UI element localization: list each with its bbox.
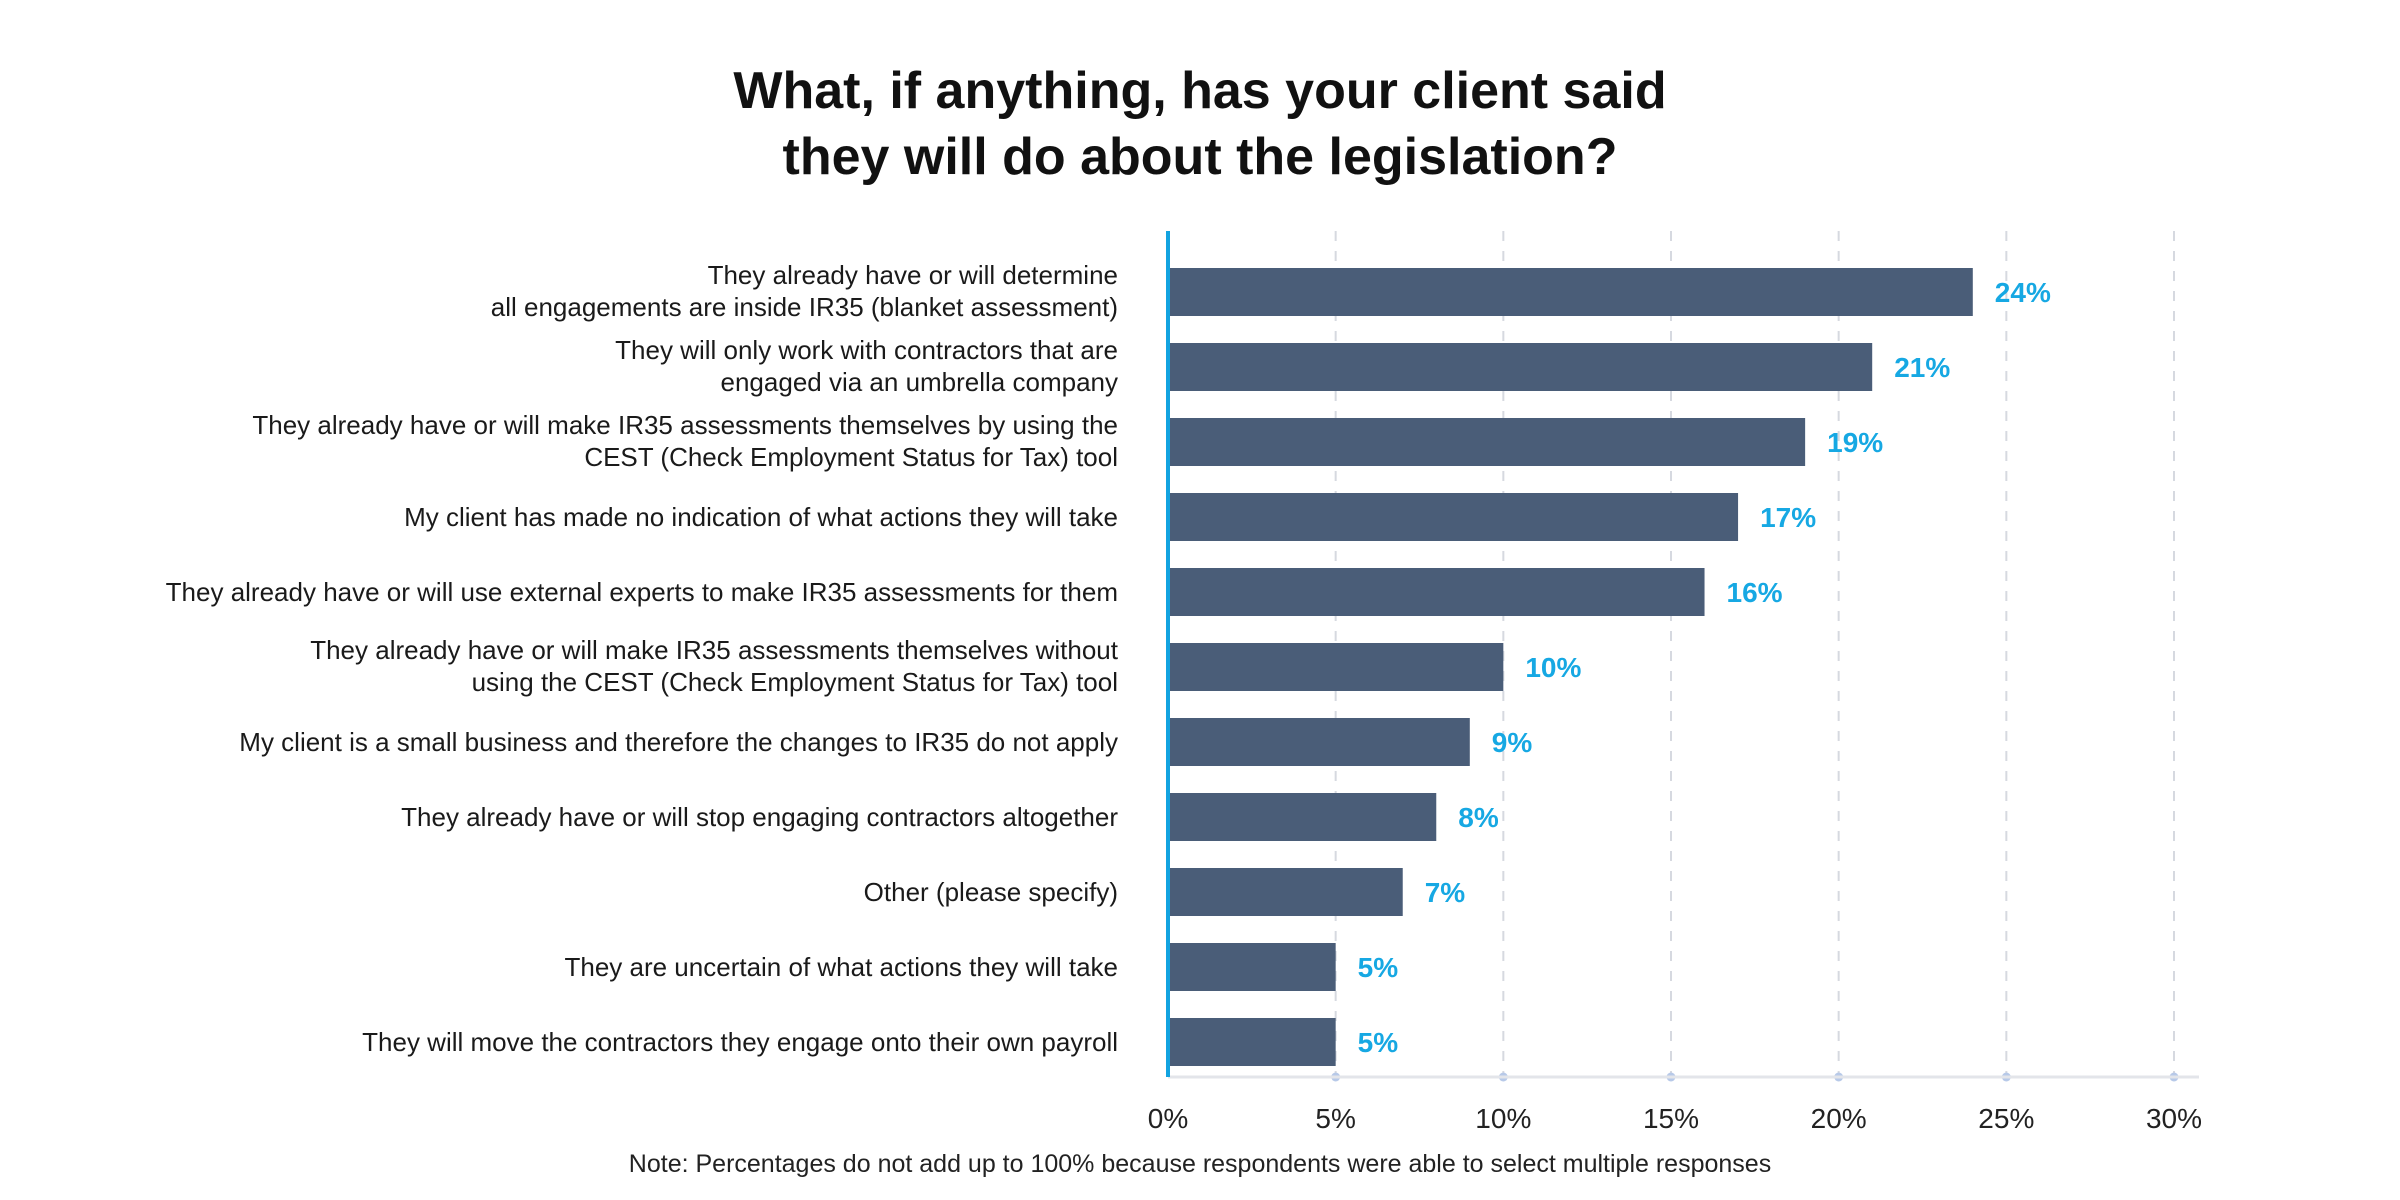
category-label: They already have or will stop engaging … (401, 802, 1118, 832)
chart-title: What, if anything, has your client said … (0, 58, 2400, 190)
x-tick-label: 30% (2146, 1103, 2202, 1134)
category-label: They will move the contractors they enga… (362, 1027, 1118, 1057)
bar (1168, 268, 1973, 316)
bar (1168, 718, 1470, 766)
bar (1168, 418, 1806, 466)
x-tick-label: 15% (1643, 1103, 1699, 1134)
chart-note: Note: Percentages do not add up to 100% … (628, 1150, 1772, 1178)
data-label: 5% (1358, 952, 1399, 983)
data-label: 9% (1492, 727, 1533, 758)
data-label: 16% (1727, 577, 1783, 608)
bar (1168, 493, 1739, 541)
data-label: 19% (1827, 427, 1883, 458)
category-label: using the CEST (Check Employment Status … (472, 667, 1118, 697)
bar (1168, 868, 1403, 916)
bar (1168, 568, 1705, 616)
bar (1168, 343, 1873, 391)
x-tick-label: 0% (1148, 1103, 1188, 1134)
category-label: They already have or will use external e… (166, 577, 1118, 607)
category-label: They will only work with contractors tha… (615, 335, 1118, 365)
bar (1168, 943, 1336, 991)
category-label: CEST (Check Employment Status for Tax) t… (584, 442, 1118, 472)
data-label: 21% (1894, 352, 1950, 383)
title-line-2: they will do about the legislation? (782, 128, 1618, 186)
category-label: all engagements are inside IR35 (blanket… (491, 292, 1118, 322)
data-label: 7% (1425, 877, 1466, 908)
category-label: They already have or will determine (708, 260, 1118, 290)
category-label: engaged via an umbrella company (721, 367, 1118, 397)
category-label: They already have or will make IR35 asse… (252, 410, 1118, 440)
category-label: They already have or will make IR35 asse… (310, 635, 1119, 665)
category-label: My client has made no indication of what… (404, 502, 1118, 532)
x-tick-label: 20% (1811, 1103, 1867, 1134)
x-tick-label: 5% (1315, 1103, 1355, 1134)
bar (1168, 1018, 1336, 1066)
data-label: 8% (1458, 802, 1499, 833)
category-label: Other (please specify) (864, 877, 1118, 907)
title-line-1: What, if anything, has your client said (733, 62, 1667, 120)
category-label: My client is a small business and theref… (239, 727, 1118, 757)
data-label: 10% (1525, 652, 1581, 683)
bar (1168, 793, 1437, 841)
category-label: They are uncertain of what actions they … (564, 952, 1118, 982)
x-tick-label: 25% (1978, 1103, 2034, 1134)
x-tick-label: 10% (1475, 1103, 1531, 1134)
bar (1168, 643, 1504, 691)
data-label: 5% (1358, 1027, 1399, 1058)
data-label: 24% (1995, 277, 2051, 308)
data-label: 17% (1760, 502, 1816, 533)
